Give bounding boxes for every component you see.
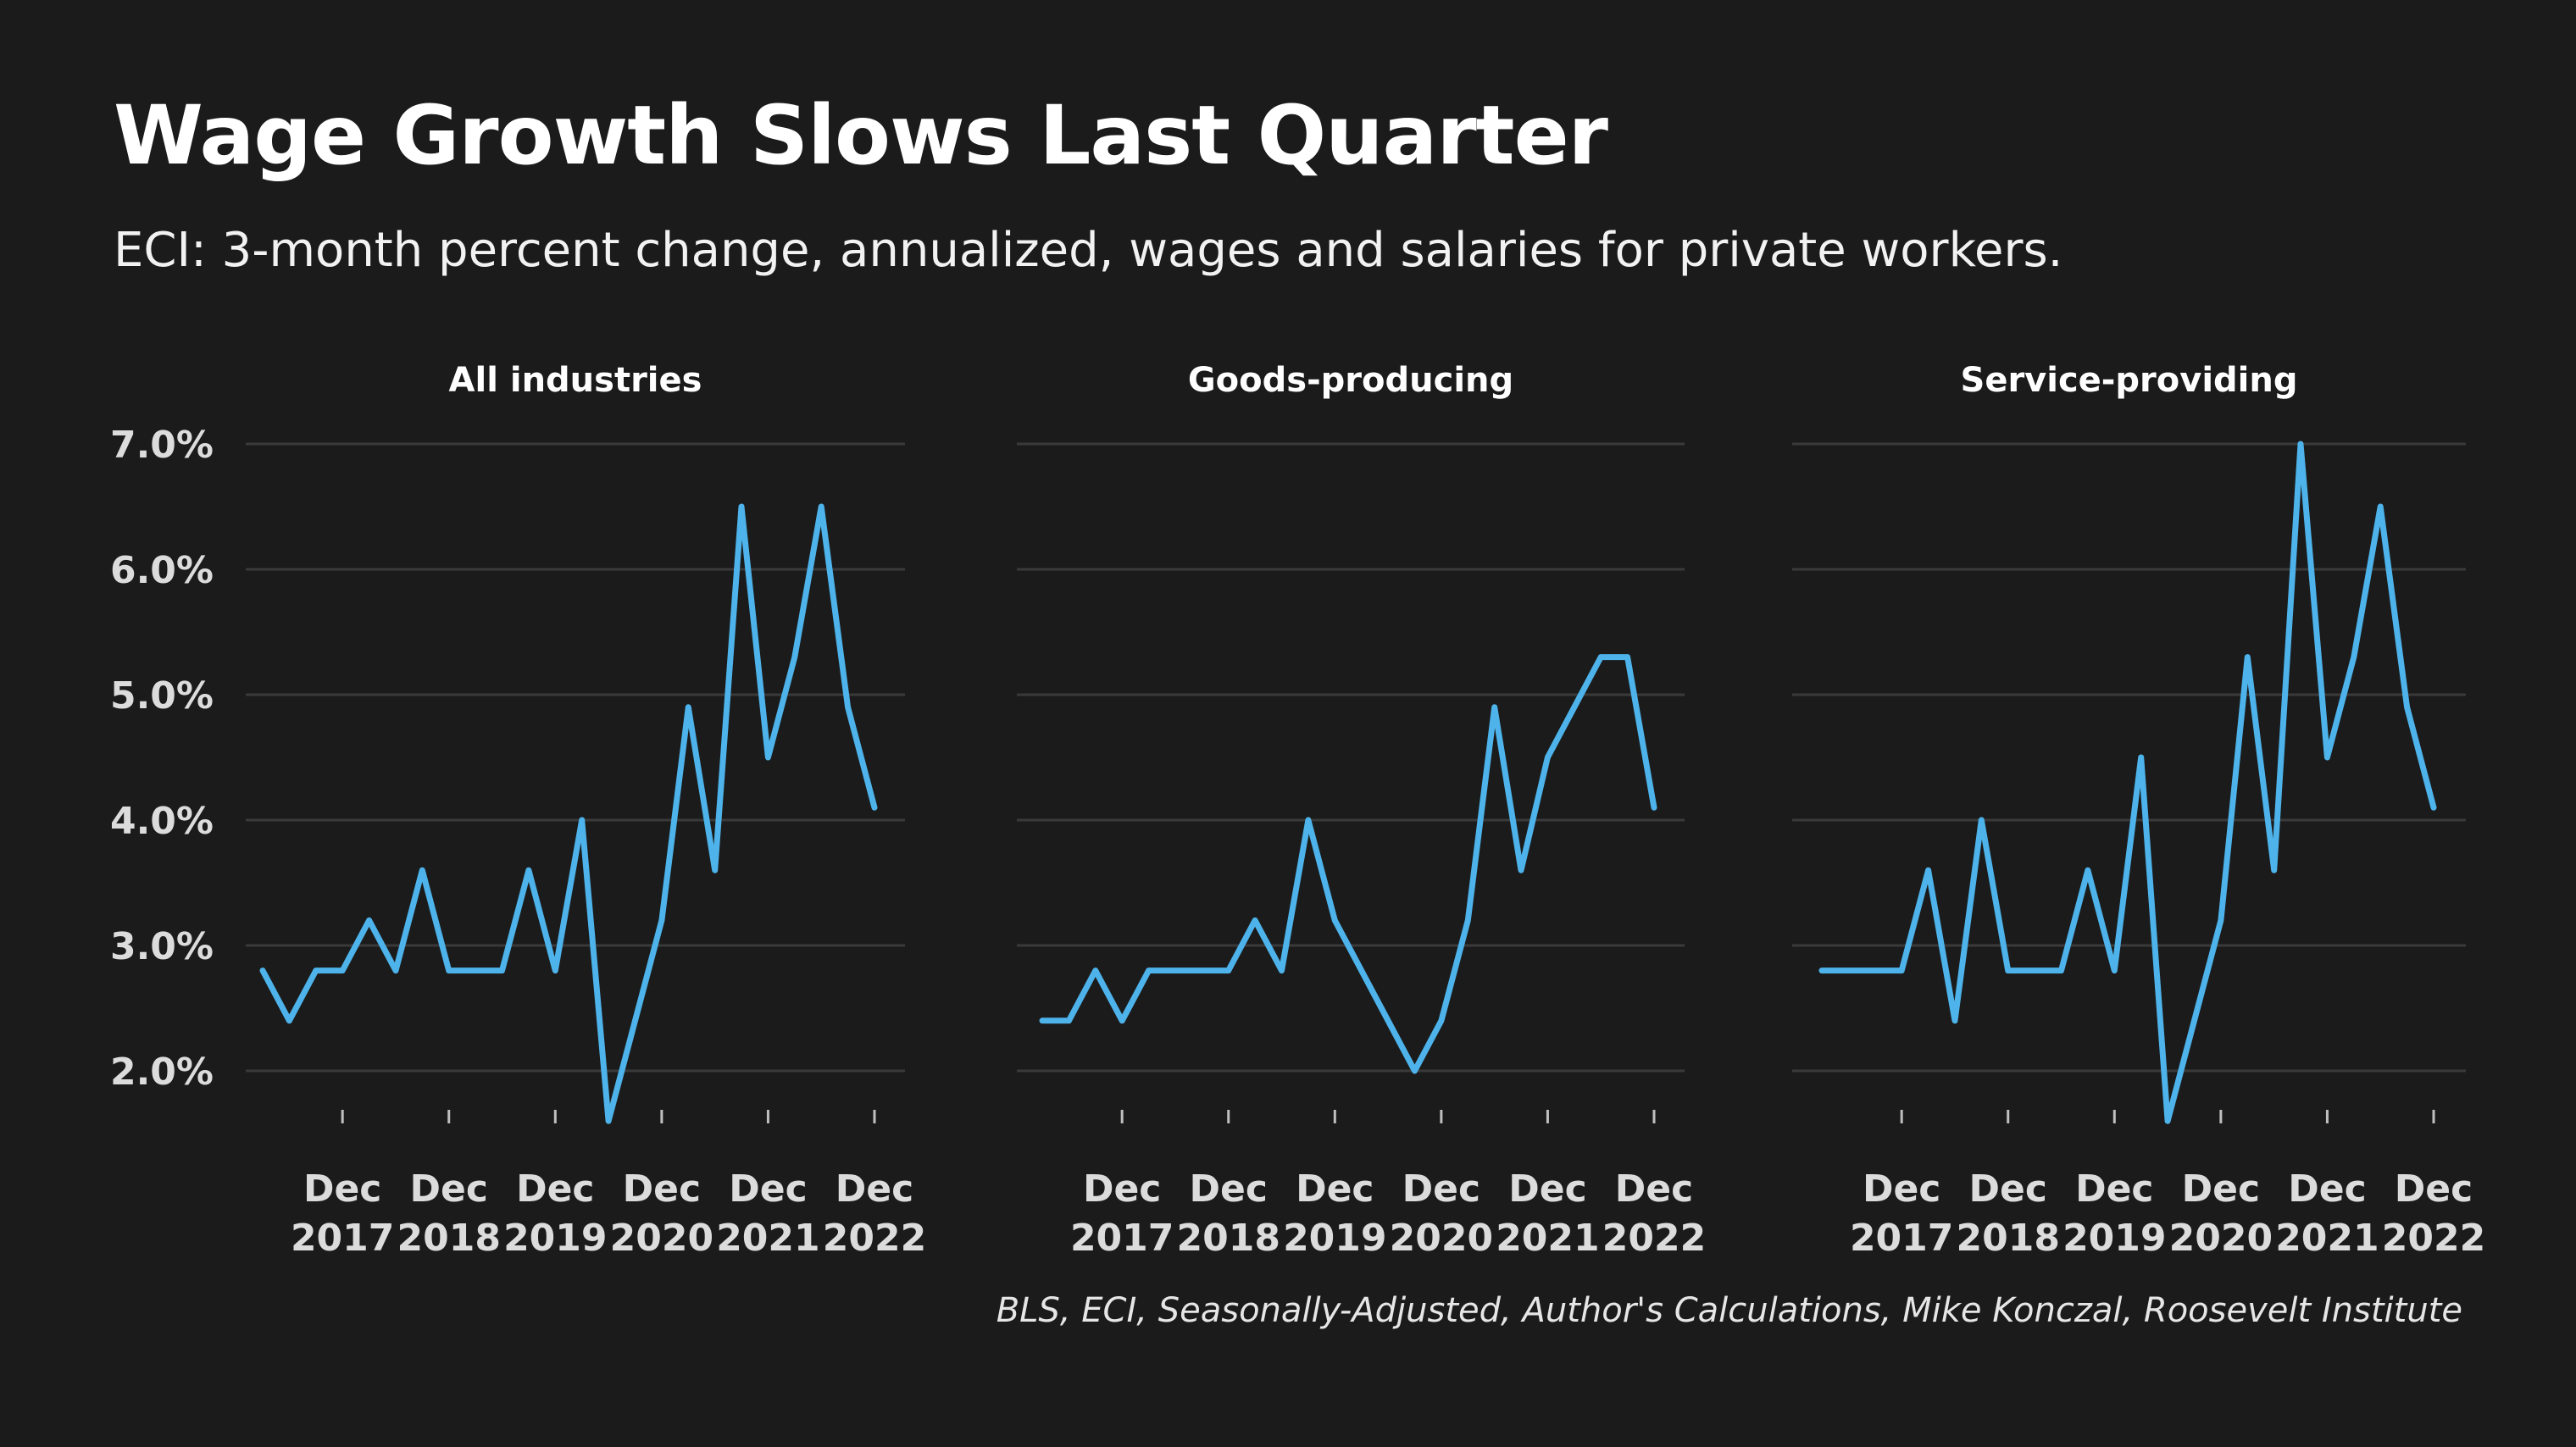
x-tick-label-year: 2019 — [2062, 1217, 2166, 1260]
x-tick-label-year: 2022 — [2382, 1217, 2485, 1260]
x-tick-label-month: Dec — [2075, 1167, 2153, 1211]
panel-title: Goods-producing — [1188, 361, 1513, 400]
x-tick-label-month: Dec — [516, 1167, 594, 1211]
x-tick-label-month: Dec — [1083, 1167, 1161, 1211]
y-tick-label: 6.0% — [110, 549, 214, 592]
x-tick-label-year: 2018 — [397, 1217, 501, 1260]
x-tick-label-year: 2018 — [1177, 1217, 1280, 1260]
chart-panel-1: All industries 7.0% 6.0% 5.0% 4.0% 3.0% 2.0% De… — [110, 361, 926, 1260]
page-title: Wage Growth Slows Last Quarter — [114, 88, 1608, 183]
x-tick-label-year: 2021 — [2275, 1217, 2379, 1260]
x-tick-label-year: 2019 — [1283, 1217, 1386, 1260]
panel-title: Service-providing — [1961, 361, 2298, 400]
panel-title: All industries — [449, 361, 702, 400]
x-tick-label-year: 2022 — [1602, 1217, 1706, 1260]
x-tick-label-year: 2021 — [1496, 1217, 1599, 1260]
x-tick-label-year: 2017 — [1070, 1217, 1174, 1260]
x-tick-label-year: 2018 — [1957, 1217, 2060, 1260]
x-tick-label-month: Dec — [410, 1167, 488, 1211]
series-line — [1818, 441, 2437, 1124]
x-tick-label-year: 2021 — [716, 1217, 819, 1260]
page-subtitle: ECI: 3-month percent change, annualized,… — [114, 223, 2063, 278]
x-tick-label-month: Dec — [729, 1167, 807, 1211]
series-line — [259, 503, 878, 1124]
y-tick-label: 7.0% — [110, 424, 214, 467]
x-tick-label-month: Dec — [1190, 1167, 1268, 1211]
x-tick-label-year: 2020 — [610, 1217, 713, 1260]
x-tick-label-year: 2022 — [823, 1217, 926, 1260]
x-tick-label-month: Dec — [836, 1167, 913, 1211]
x-tick-label-year: 2019 — [503, 1217, 607, 1260]
x-tick-label-year: 2017 — [1850, 1217, 1953, 1260]
series-line — [1039, 654, 1657, 1074]
chart-panel-2: Goods-producing Dec 2017 Dec 2018 Dec 2019 Dec 2… — [1017, 361, 1706, 1260]
x-tick-label-month: Dec — [1402, 1167, 1480, 1211]
x-tick-label-month: Dec — [1615, 1167, 1693, 1211]
source-note: BLS, ECI, Seasonally-Adjusted, Author's … — [996, 1291, 2462, 1330]
x-tick-label-month: Dec — [623, 1167, 701, 1211]
x-tick-label-month: Dec — [1863, 1167, 1940, 1211]
x-tick-label-month: Dec — [2395, 1167, 2473, 1211]
y-tick-label: 5.0% — [110, 674, 214, 718]
x-tick-label-year: 2017 — [291, 1217, 394, 1260]
chart-panel-3: Service-providing Dec 2017 Dec 2018 Dec 2019 De… — [1792, 361, 2485, 1260]
x-tick-label-year: 2020 — [2169, 1217, 2273, 1260]
y-tick-label: 2.0% — [110, 1051, 214, 1094]
x-tick-label-month: Dec — [1969, 1167, 2047, 1211]
y-tick-label: 3.0% — [110, 925, 214, 968]
x-tick-label-month: Dec — [303, 1167, 381, 1211]
y-tick-label: 4.0% — [110, 800, 214, 843]
x-tick-label-month: Dec — [2182, 1167, 2260, 1211]
x-tick-label-month: Dec — [2288, 1167, 2366, 1211]
x-tick-label-month: Dec — [1508, 1167, 1586, 1211]
x-tick-label-month: Dec — [1296, 1167, 1374, 1211]
x-tick-label-year: 2020 — [1390, 1217, 1493, 1260]
